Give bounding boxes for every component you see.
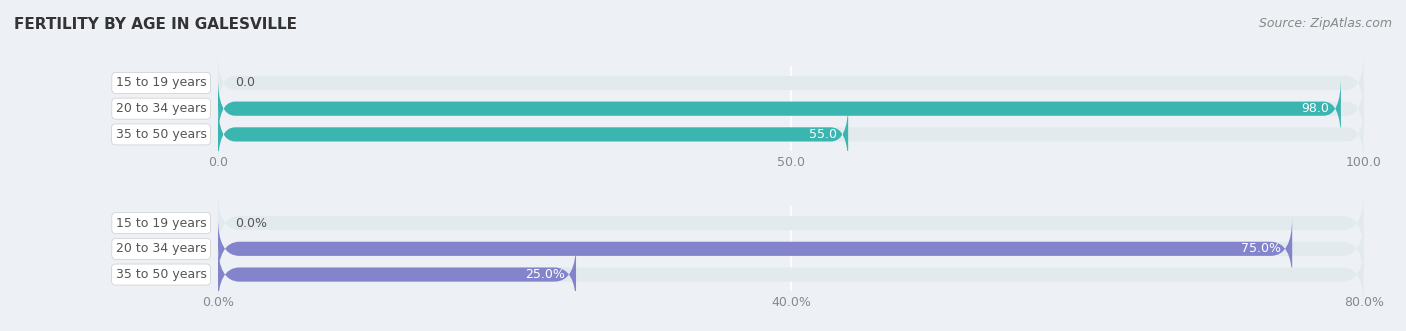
FancyBboxPatch shape	[218, 217, 1364, 280]
Text: 20 to 34 years: 20 to 34 years	[115, 242, 207, 255]
Text: 25.0%: 25.0%	[524, 268, 565, 281]
Text: 35 to 50 years: 35 to 50 years	[115, 128, 207, 141]
Text: 35 to 50 years: 35 to 50 years	[115, 268, 207, 281]
Text: Source: ZipAtlas.com: Source: ZipAtlas.com	[1258, 17, 1392, 29]
FancyBboxPatch shape	[218, 192, 1364, 255]
FancyBboxPatch shape	[218, 51, 1364, 115]
Text: 75.0%: 75.0%	[1240, 242, 1281, 255]
FancyBboxPatch shape	[218, 77, 1364, 140]
Text: 55.0: 55.0	[808, 128, 837, 141]
Text: 15 to 19 years: 15 to 19 years	[115, 76, 207, 89]
Text: 98.0: 98.0	[1302, 102, 1330, 115]
FancyBboxPatch shape	[218, 243, 1364, 306]
Text: 20 to 34 years: 20 to 34 years	[115, 102, 207, 115]
FancyBboxPatch shape	[218, 217, 1292, 280]
Text: FERTILITY BY AGE IN GALESVILLE: FERTILITY BY AGE IN GALESVILLE	[14, 17, 297, 31]
FancyBboxPatch shape	[218, 77, 1341, 140]
FancyBboxPatch shape	[218, 103, 848, 166]
Text: 15 to 19 years: 15 to 19 years	[115, 216, 207, 230]
Text: 0.0: 0.0	[235, 76, 254, 89]
FancyBboxPatch shape	[218, 243, 576, 306]
FancyBboxPatch shape	[218, 103, 1364, 166]
Text: 0.0%: 0.0%	[235, 216, 267, 230]
